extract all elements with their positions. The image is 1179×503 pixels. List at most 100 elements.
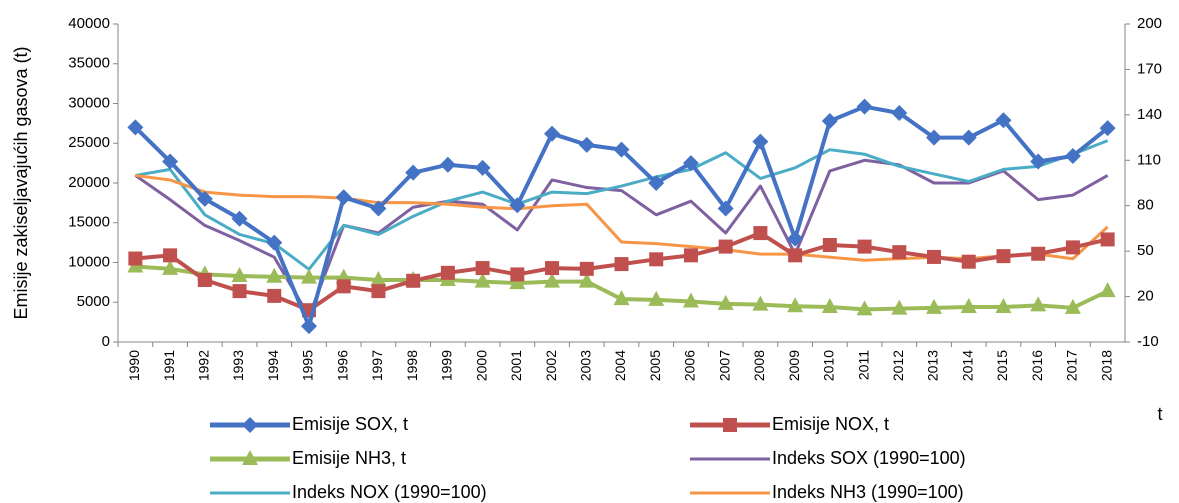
- marker: [127, 119, 144, 136]
- marker: [1030, 153, 1047, 170]
- marker: [1065, 240, 1080, 255]
- y-tick-label: 10000: [68, 253, 110, 270]
- marker: [266, 267, 283, 283]
- marker: [614, 257, 629, 272]
- y-tick-label: 5000: [77, 293, 110, 310]
- legend-label: Emisije NOX, t: [772, 414, 889, 434]
- y2-tick-label: -10: [1137, 333, 1159, 350]
- marker: [891, 105, 908, 122]
- marker: [682, 292, 699, 308]
- y-tick-label: 40000: [68, 15, 110, 32]
- marker: [961, 254, 976, 269]
- x-tick-label: 2015: [994, 350, 1010, 381]
- marker: [544, 125, 561, 142]
- marker: [579, 261, 594, 276]
- marker: [300, 268, 317, 284]
- marker: [752, 295, 769, 311]
- marker: [371, 284, 386, 299]
- marker: [788, 248, 803, 263]
- marker: [267, 288, 282, 303]
- marker: [1064, 147, 1081, 164]
- marker: [996, 249, 1011, 264]
- x-tick-label: 2016: [1029, 350, 1045, 381]
- marker: [613, 141, 630, 158]
- x-tick-label: 2005: [647, 350, 663, 381]
- marker: [1031, 246, 1046, 261]
- marker: [649, 252, 664, 267]
- marker: [231, 267, 248, 283]
- x-tick-label: 2008: [751, 350, 767, 381]
- marker: [717, 200, 734, 217]
- y2-tick-label: 20: [1137, 288, 1154, 305]
- marker: [544, 272, 561, 288]
- marker: [406, 273, 421, 288]
- marker: [162, 259, 179, 275]
- marker: [509, 274, 526, 290]
- marker: [926, 298, 943, 314]
- marker: [196, 190, 213, 207]
- marker: [723, 418, 737, 432]
- x-tick-label: 1991: [161, 350, 177, 381]
- marker: [475, 261, 490, 276]
- marker: [995, 298, 1012, 314]
- marker: [682, 155, 699, 172]
- marker: [474, 159, 491, 176]
- y-axis-label: Emisije zakiseljavajućih gasova (t): [11, 46, 31, 319]
- x-tick-label: 1990: [126, 350, 142, 381]
- x-tick-label: 2009: [786, 350, 802, 381]
- x-tick-label: 2002: [543, 350, 559, 381]
- x-tick-label: 2013: [925, 350, 941, 381]
- marker: [370, 200, 387, 217]
- marker: [1099, 282, 1116, 298]
- marker: [613, 290, 630, 306]
- y-tick-label: 15000: [68, 214, 110, 231]
- x-tick-label: 2010: [821, 350, 837, 381]
- marker: [474, 272, 491, 288]
- marker: [787, 230, 804, 247]
- marker: [822, 238, 837, 253]
- x-tick-label: 1992: [196, 350, 212, 381]
- marker: [718, 239, 733, 254]
- marker: [1064, 298, 1081, 314]
- marker: [405, 164, 422, 181]
- x-tick-label: 2000: [473, 350, 489, 381]
- x-tick-label: 2014: [959, 350, 975, 381]
- series-line: [135, 139, 1109, 271]
- marker: [648, 290, 665, 306]
- marker: [717, 294, 734, 310]
- marker: [753, 226, 768, 241]
- marker: [266, 234, 283, 251]
- y-tick-label: 25000: [68, 134, 110, 151]
- y2-tick-label: 110: [1137, 151, 1161, 168]
- marker: [128, 251, 143, 266]
- marker: [335, 189, 352, 206]
- marker: [926, 129, 943, 146]
- x-tick-label: 1997: [369, 350, 385, 381]
- y-tick-label: 35000: [68, 55, 110, 72]
- marker: [231, 210, 248, 227]
- x-tick-label: 1993: [230, 350, 246, 381]
- x-tick-label: 1995: [300, 350, 316, 381]
- x-tick-label: 2006: [682, 350, 698, 381]
- marker: [232, 284, 247, 299]
- y2-tick-label: 200: [1137, 15, 1162, 32]
- x-tick-label: 2003: [577, 350, 593, 381]
- marker: [995, 112, 1012, 129]
- legend-label: Emisije NH3, t: [292, 448, 406, 468]
- x-tick-label: 2004: [612, 350, 628, 381]
- marker: [1030, 296, 1047, 312]
- y-tick-label: 30000: [68, 94, 110, 111]
- marker: [300, 318, 317, 335]
- marker: [510, 267, 525, 282]
- marker: [578, 136, 595, 153]
- y2-tick-label: 140: [1137, 106, 1162, 123]
- marker: [960, 298, 977, 314]
- marker: [242, 417, 258, 433]
- marker: [787, 297, 804, 313]
- marker: [891, 299, 908, 315]
- y2-tick-label: 80: [1137, 197, 1154, 214]
- x-tick-label: 1999: [439, 350, 455, 381]
- y2-tick-label: 50: [1137, 242, 1154, 259]
- marker: [370, 270, 387, 286]
- marker: [752, 133, 769, 150]
